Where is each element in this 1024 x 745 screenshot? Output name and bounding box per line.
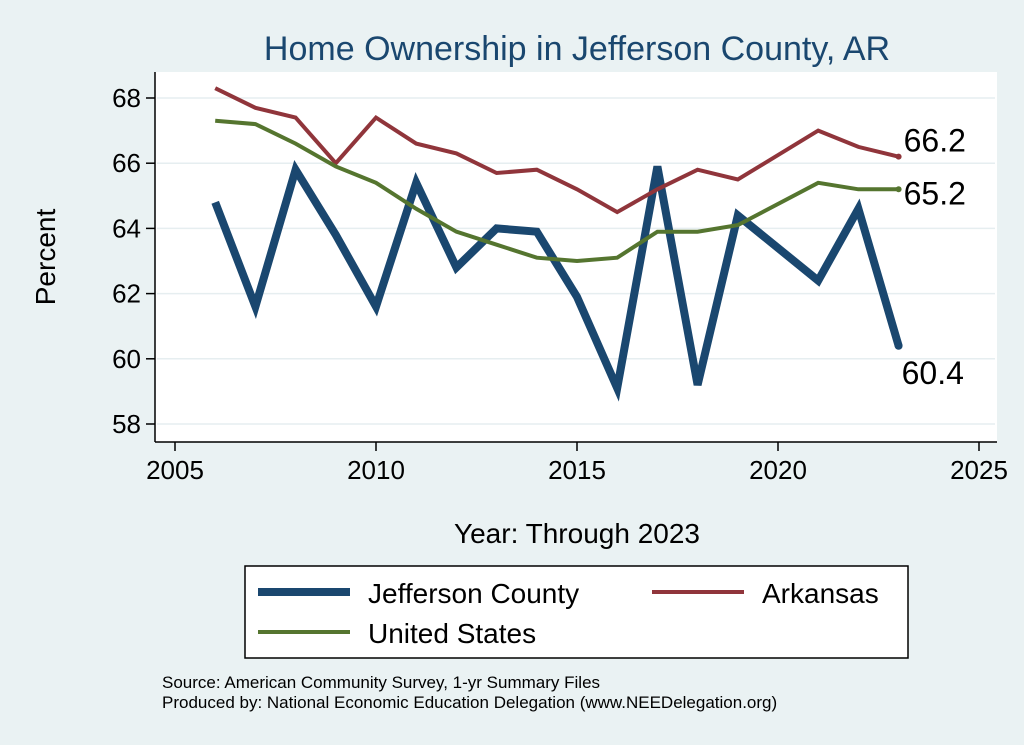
chart-title: Home Ownership in Jefferson County, AR <box>264 30 890 68</box>
y-tick-label-64: 64 <box>112 213 141 243</box>
y-tick-label-66: 66 <box>112 148 141 178</box>
series-lines <box>211 86 903 402</box>
series-line-arkansas <box>214 86 900 215</box>
series-line-jefferson-county <box>211 159 903 402</box>
series-line-united-states <box>215 118 899 264</box>
end-label-united-states: 65.2 <box>904 175 966 211</box>
legend-label-united-states: United States <box>368 618 536 649</box>
y-tick-label-58: 58 <box>112 409 141 439</box>
series-end-point-arkansas <box>895 153 902 160</box>
x-tick-label-2015: 2015 <box>548 455 606 485</box>
legend-label-jefferson-county: Jefferson County <box>368 578 579 609</box>
x-tick-label-2025: 2025 <box>950 455 1008 485</box>
y-tick-label-62: 62 <box>112 279 141 309</box>
x-tick-label-2005: 2005 <box>146 455 204 485</box>
end-label-arkansas: 66.2 <box>904 123 966 159</box>
producer-note: Produced by: National Economic Education… <box>162 693 777 712</box>
legend-box <box>244 565 909 659</box>
axes: 58 60 62 64 66 68 2005 2010 2015 2020 2025 <box>112 72 1008 485</box>
x-axis-title: Year: Through 2023 <box>454 518 700 549</box>
end-labels: 66.2 65.2 60.4 <box>902 123 966 391</box>
x-tick-label-2010: 2010 <box>347 455 405 485</box>
source-note: Source: American Community Survey, 1-yr … <box>162 673 600 692</box>
series-end-point-united-states <box>895 186 902 193</box>
y-tick-label-68: 68 <box>112 83 141 113</box>
legend: Jefferson County Arkansas United States <box>244 565 909 659</box>
end-label-jefferson-county: 60.4 <box>902 355 964 391</box>
y-axis-title: Percent <box>30 209 61 306</box>
series-end-point-jefferson-county <box>894 341 903 350</box>
y-tick-label-60: 60 <box>112 344 141 374</box>
x-tick-label-2020: 2020 <box>749 455 807 485</box>
plot-area <box>155 72 997 442</box>
legend-label-arkansas: Arkansas <box>762 578 879 609</box>
